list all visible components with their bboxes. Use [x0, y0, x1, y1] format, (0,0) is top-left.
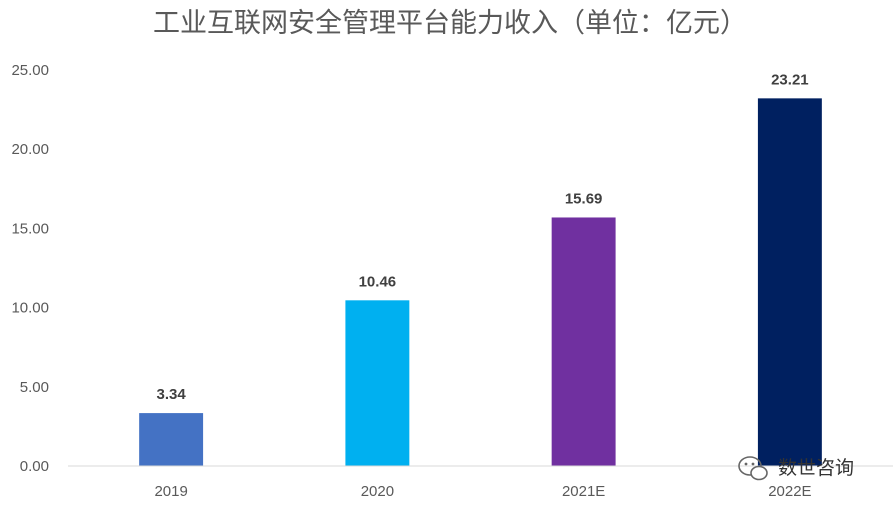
y-tick-label: 20.00 [11, 141, 49, 158]
data-label: 15.69 [565, 190, 603, 207]
y-tick-label: 25.00 [11, 62, 49, 79]
data-label: 23.21 [771, 71, 809, 88]
bar-2020 [345, 300, 410, 466]
chart-title: 工业互联网安全管理平台能力收入（单位：亿元） [153, 8, 747, 39]
bar-2022E [757, 98, 822, 466]
y-tick-label: 5.00 [20, 379, 49, 396]
data-label: 3.34 [157, 386, 187, 403]
y-tick-label: 0.00 [20, 458, 49, 475]
x-tick-label: 2021E [562, 483, 605, 500]
data-labels: 3.34 10.46 15.69 23.21 [157, 71, 809, 403]
data-label: 10.46 [359, 273, 397, 290]
x-tick-label: 2022E [768, 483, 811, 500]
x-tick-label: 2019 [154, 483, 187, 500]
bar-2021E [551, 217, 616, 466]
x-axis: 2019 2020 2021E 2022E [68, 465, 893, 500]
x-tick-label: 2020 [361, 483, 394, 500]
y-axis: 0.00 5.00 10.00 15.00 20.00 25.00 [11, 62, 49, 475]
y-tick-label: 10.00 [11, 300, 49, 317]
bar-2019 [139, 413, 204, 466]
y-tick-label: 15.00 [11, 220, 49, 237]
wechat-icon [738, 456, 768, 481]
watermark-text: 数世咨询 [778, 457, 854, 479]
bars [139, 98, 822, 466]
watermark: 数世咨询 [738, 456, 854, 481]
